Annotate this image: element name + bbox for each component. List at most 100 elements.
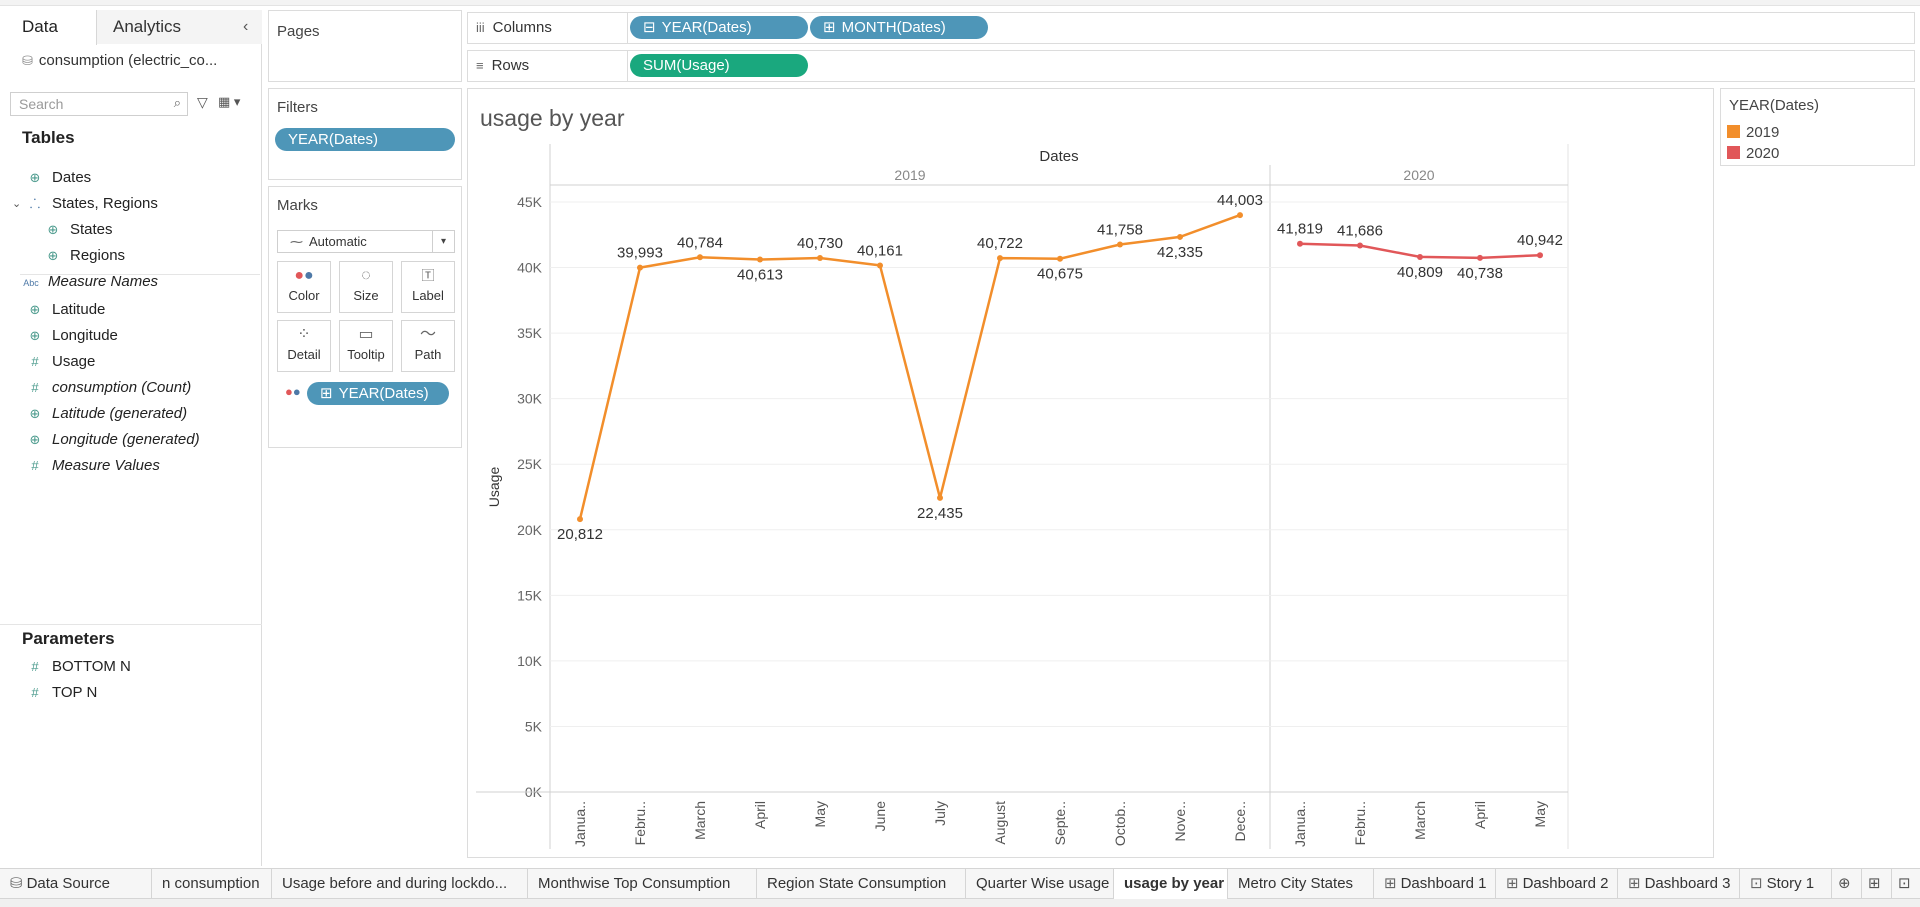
tab-usage-before-lockdown[interactable]: Usage before and during lockdo... — [272, 869, 528, 899]
story-icon: ⊡ — [1750, 875, 1763, 892]
tab-region-state-consumption[interactable]: Region State Consumption — [757, 869, 966, 899]
filter-icon[interactable]: ▽ — [197, 94, 208, 110]
pages-card[interactable]: Pages — [268, 10, 462, 82]
y-tick-label: 40K — [517, 260, 543, 276]
tab-metro-city-states[interactable]: Metro City States — [1228, 869, 1374, 899]
columns-shelf-label: iii Columns — [468, 13, 628, 43]
field-label: Usage — [52, 353, 96, 370]
data-point-2020 — [1297, 240, 1303, 247]
tab-data-source[interactable]: ⛁ Data Source — [0, 869, 152, 899]
marks-color-button[interactable]: ●● Color — [277, 261, 331, 313]
legend-item-2020[interactable]: 2020 — [1727, 145, 1779, 162]
tab-quarter-wise-usage[interactable]: Quarter Wise usage — [966, 869, 1114, 899]
new-dashboard-icon[interactable]: ⊞ — [1862, 869, 1892, 899]
datasource-icon: ⛁ — [10, 875, 23, 892]
tab-story-1[interactable]: ⊡ Story 1 — [1740, 869, 1832, 899]
expand-caret-icon[interactable]: ⌄ — [12, 198, 22, 210]
field-measure-names[interactable]: Abc Measure Names — [22, 270, 158, 294]
marks-size-button[interactable]: ◌ Size — [339, 261, 393, 313]
collapse-pane-icon[interactable]: ‹ — [243, 18, 249, 35]
data-point-2019 — [697, 254, 703, 261]
tab-monthwise-top-consumption[interactable]: Monthwise Top Consumption — [528, 869, 757, 899]
detail-icon: ⁘ — [297, 326, 311, 343]
x-tick-label: May — [812, 801, 828, 827]
columns-shelf[interactable]: iii Columns ⊟ YEAR(Dates) ⊞ MONTH(Dates) — [467, 12, 1915, 44]
new-worksheet-icon[interactable]: ⊕ — [1832, 869, 1862, 899]
size-icon: ◌ — [361, 267, 371, 284]
tab-label: Data Source — [26, 875, 110, 892]
legend-swatch-2020 — [1727, 146, 1740, 159]
tab-label: Dashboard 3 — [1644, 875, 1731, 892]
field-states[interactable]: ⊕ States — [44, 218, 113, 242]
tab-usage-by-year[interactable]: usage by year — [1114, 869, 1228, 900]
parameter-bottom-n[interactable]: # BOTTOM N — [26, 655, 131, 679]
field-measure-values[interactable]: # Measure Values — [26, 454, 159, 478]
worksheet-title: usage by year — [480, 105, 625, 131]
x-tick-label: May — [1532, 801, 1548, 827]
line-chart[interactable]: Dates0K5K10K15K20K25K30K35K40K45KUsage20… — [468, 89, 1715, 859]
y-tick-label: 25K — [517, 456, 543, 472]
filter-pill-year-dates[interactable]: YEAR(Dates) — [275, 128, 455, 151]
columns-pill-month-dates[interactable]: ⊞ MONTH(Dates) — [810, 16, 988, 39]
color-pill-year-dates[interactable]: ⊞ YEAR(Dates) — [307, 382, 449, 405]
field-latitude-generated[interactable]: ⊕ Latitude (generated) — [26, 402, 188, 426]
rows-shelf[interactable]: ≡ Rows SUM(Usage) — [467, 50, 1915, 82]
marks-tooltip-button[interactable]: ▭ Tooltip — [339, 320, 393, 372]
x-tick-label: August — [992, 801, 1008, 845]
detail-label: Detail — [287, 347, 321, 362]
color-icon: ●● — [294, 267, 314, 284]
data-pane-tabs: Data Analytics ‹ — [0, 10, 262, 45]
field-dates[interactable]: ⊕ Dates — [26, 166, 92, 190]
label-icon: 🅃 — [421, 268, 435, 283]
field-label: Dates — [52, 169, 92, 186]
tab-dashboard-1[interactable]: ⊞ Dashboard 1 — [1374, 869, 1496, 899]
marks-detail-button[interactable]: ⁘ Detail — [277, 320, 331, 372]
field-states-regions[interactable]: ⌄ ⸫ States, Regions — [12, 192, 158, 216]
marks-card: Marks ⁓ Automatic ▾ ●● Color ◌ Size 🅃 Lab… — [268, 186, 462, 448]
measure-icon: # — [31, 458, 39, 473]
field-consumption-count[interactable]: # consumption (Count) — [26, 376, 191, 400]
legend-item-2019[interactable]: 2019 — [1727, 124, 1779, 141]
data-point-2019 — [877, 262, 883, 269]
rows-pill-sum-usage[interactable]: SUM(Usage) — [630, 54, 808, 77]
globe-icon: ⊕ — [47, 248, 59, 263]
tab-data[interactable]: Data — [0, 10, 97, 45]
collapse-minus-icon: ⊟ — [643, 19, 656, 36]
tab-consumption[interactable]: n consumption — [152, 869, 272, 899]
color-legend: YEAR(Dates) 2019 2020 — [1720, 88, 1915, 166]
x-tick-label: Nove.. — [1172, 801, 1188, 841]
data-point-2020 — [1537, 252, 1543, 259]
dashboard-icon: ⊞ — [1506, 875, 1519, 892]
field-label: Regions — [70, 247, 126, 264]
field-longitude[interactable]: ⊕ Longitude — [26, 324, 118, 348]
mark-type-dropdown[interactable]: ⁓ Automatic ▾ — [277, 230, 455, 253]
data-label-2019: 20,812 — [557, 526, 603, 543]
year-header-2019: 2019 — [894, 167, 925, 183]
size-label: Size — [353, 288, 379, 303]
tab-analytics[interactable]: Analytics — [97, 10, 262, 44]
parameter-top-n[interactable]: # TOP N — [26, 681, 97, 705]
data-label-2020: 41,819 — [1277, 221, 1323, 238]
datasource-item[interactable]: ⛁ consumption (electric_co... — [22, 52, 217, 69]
search-input[interactable]: Search ⌕ — [10, 92, 188, 116]
marks-path-button[interactable]: 〜 Path — [401, 320, 455, 372]
chevron-down-icon: ▾ — [432, 231, 454, 252]
columns-pill-year-dates[interactable]: ⊟ YEAR(Dates) — [630, 16, 808, 39]
tab-dashboard-2[interactable]: ⊞ Dashboard 2 — [1496, 869, 1618, 899]
pages-title: Pages — [277, 23, 320, 40]
tab-dashboard-3[interactable]: ⊞ Dashboard 3 — [1618, 869, 1740, 899]
data-point-2019 — [817, 254, 823, 261]
field-regions[interactable]: ⊕ Regions — [44, 244, 126, 268]
new-story-icon[interactable]: ⊡ — [1898, 875, 1911, 892]
view-options-icon[interactable]: ▦ ▾ — [218, 94, 241, 109]
data-label-2019: 41,758 — [1097, 222, 1143, 239]
tables-heading: Tables — [22, 128, 75, 147]
field-latitude[interactable]: ⊕ Latitude — [26, 298, 106, 322]
marks-label-button[interactable]: 🅃 Label — [401, 261, 455, 313]
field-usage[interactable]: # Usage — [26, 350, 95, 374]
measure-icon: # — [31, 659, 39, 674]
search-row: Search ⌕ ▽ ▦ ▾ — [10, 92, 255, 116]
filters-card[interactable]: Filters YEAR(Dates) — [268, 88, 462, 180]
field-longitude-generated[interactable]: ⊕ Longitude (generated) — [26, 428, 200, 452]
measure-icon: # — [31, 380, 39, 395]
